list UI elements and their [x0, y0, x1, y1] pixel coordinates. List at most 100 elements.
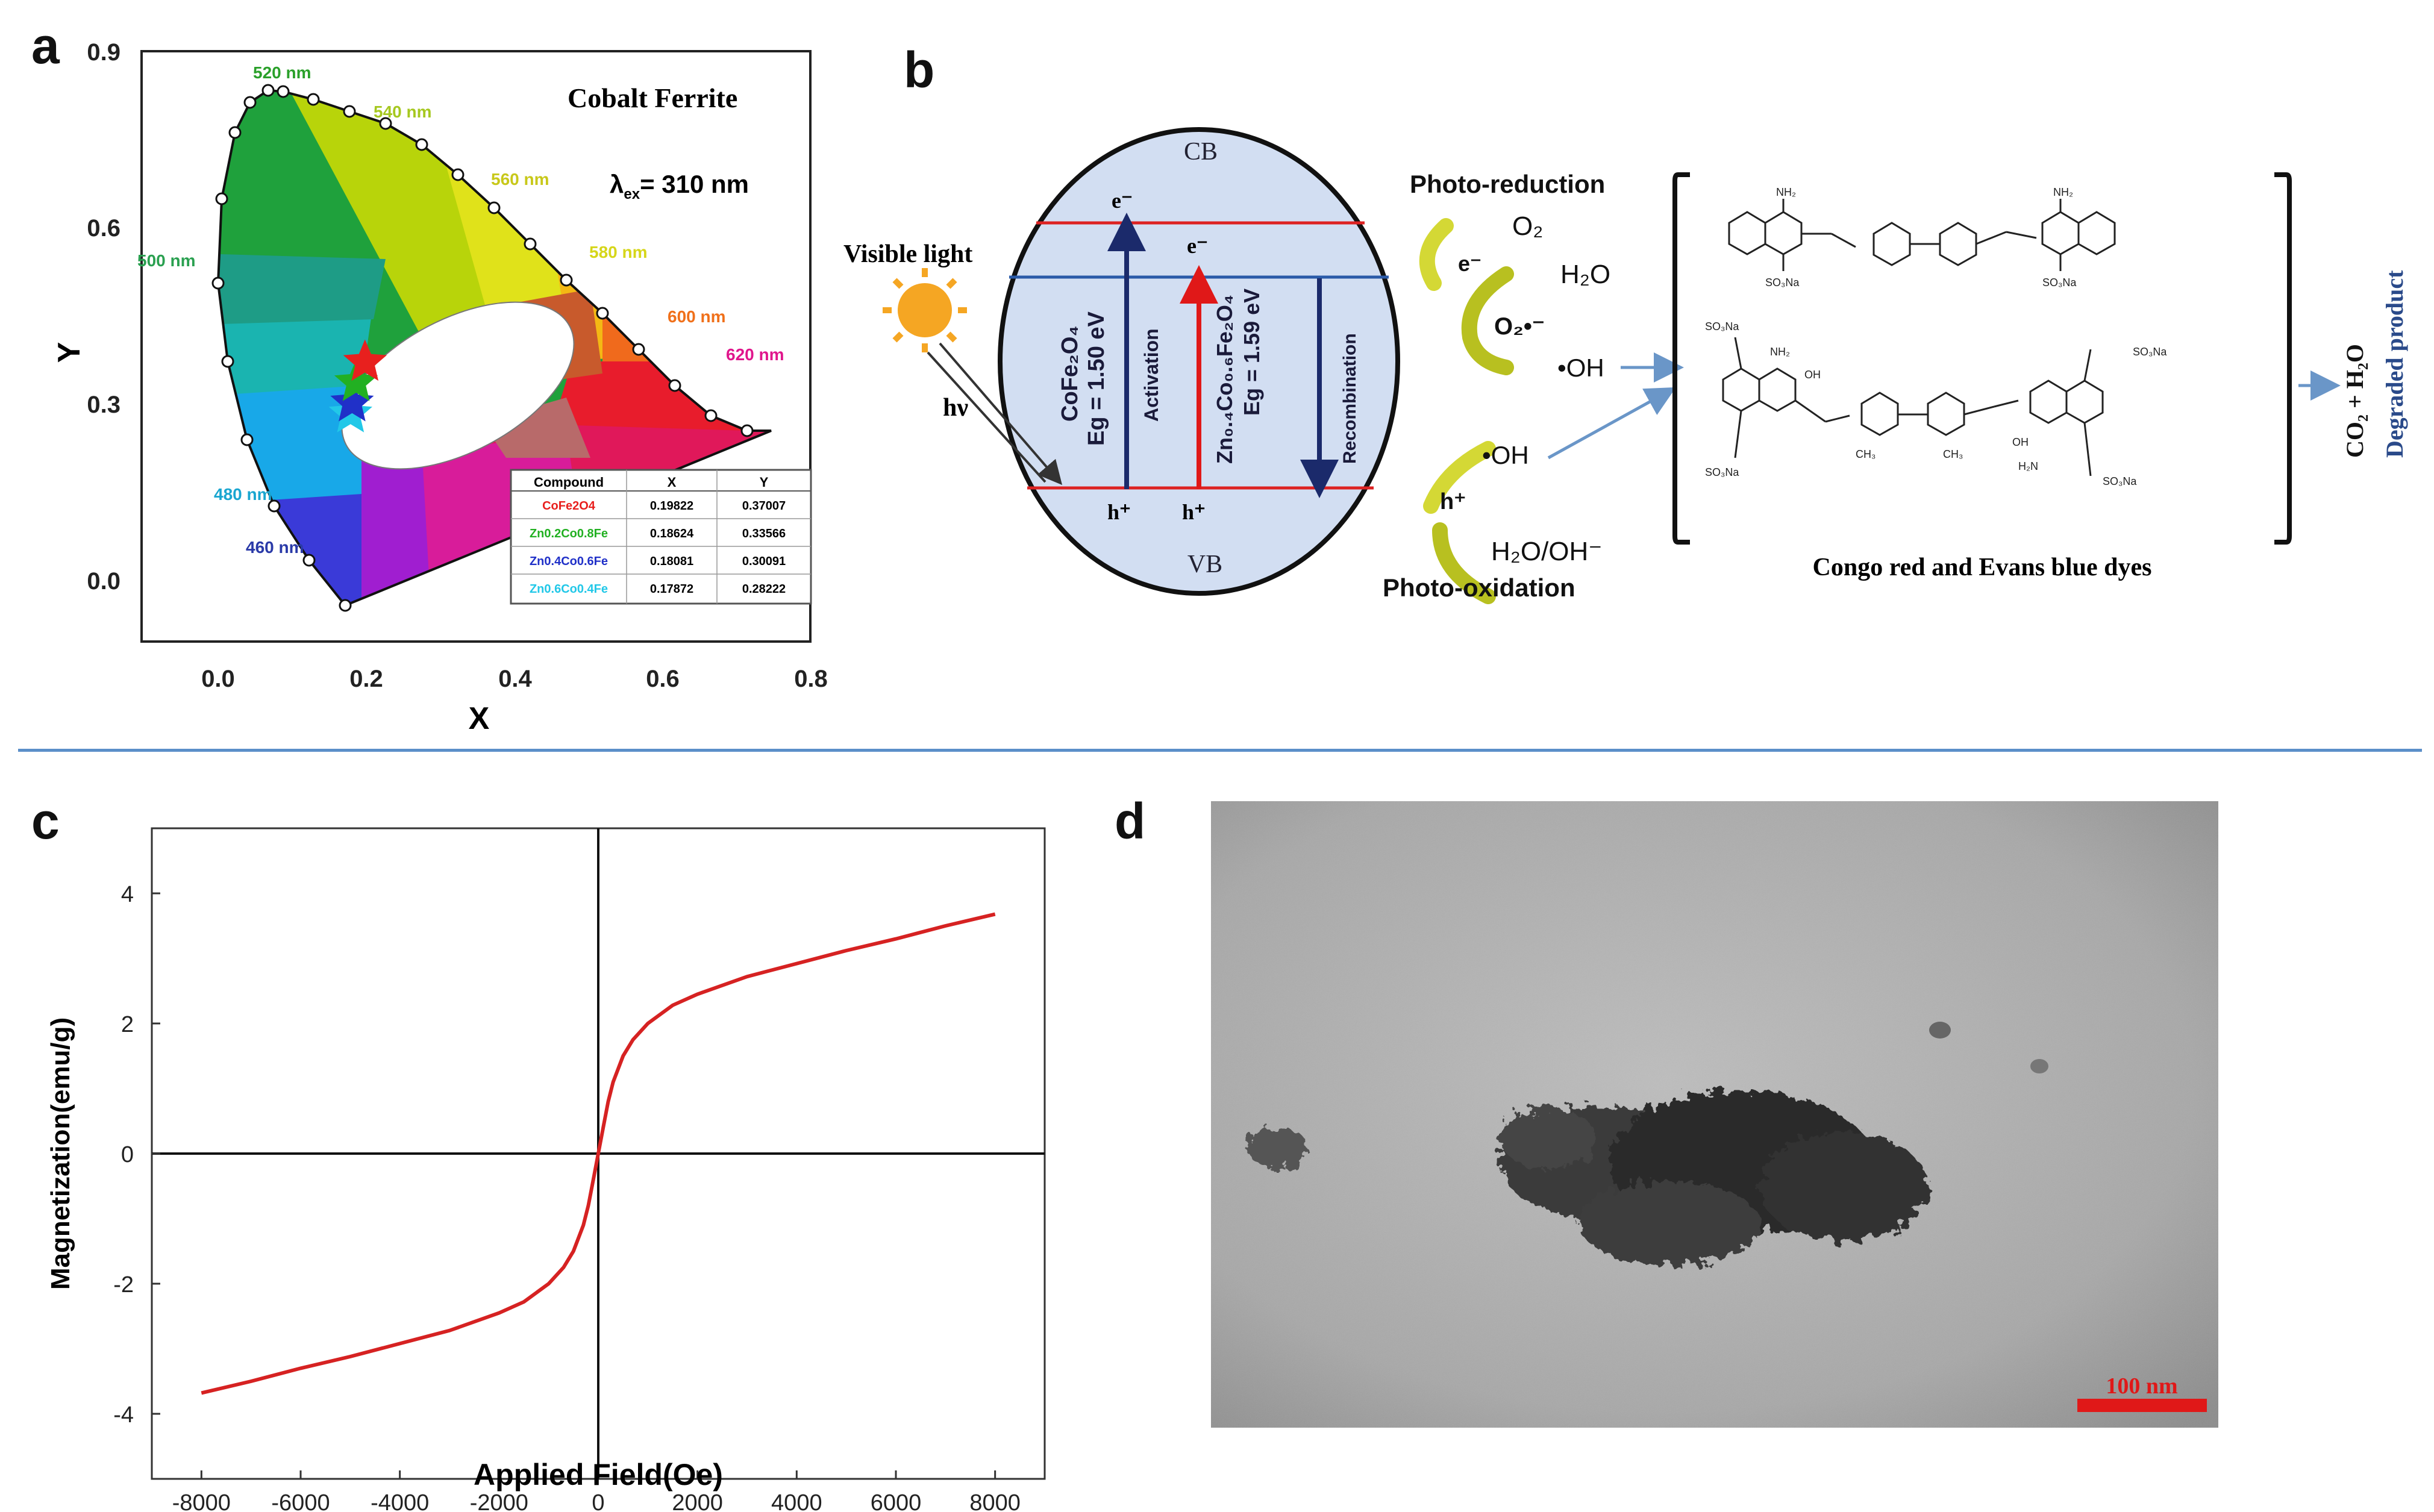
so3na-label: SO₃Na [1705, 466, 1739, 478]
panel-b-letter: b [904, 42, 935, 98]
so3na-label: SO₃Na [1765, 276, 1800, 289]
panel-a-letter: a [31, 17, 60, 74]
scale-bar [2077, 1399, 2207, 1412]
oh-to-dye-arrow-2 [1547, 387, 1676, 460]
table-row-y: 0.28222 [742, 583, 786, 596]
wl-580: 580 nm [589, 243, 648, 261]
small-particle [2030, 1059, 2048, 1073]
wl-520: 520 nm [253, 63, 311, 82]
magnetization-chart: -8000 -6000 -4000 -2000 0 2000 4000 6000 8000 -4 -… [46, 827, 1046, 1512]
cie-star-markers [328, 339, 387, 433]
oxidation-curved-arrows [1423, 441, 1496, 604]
locus-dot [221, 355, 234, 368]
locus-dot [302, 554, 316, 567]
table-row-x: 0.18081 [650, 555, 693, 568]
table-row-x: 0.18624 [650, 527, 694, 540]
locus-dot [451, 168, 465, 181]
mh-x-tick-label: -6000 [271, 1490, 330, 1512]
mh-x-tick-label: 2000 [672, 1490, 723, 1512]
light-ray-2 [927, 351, 1046, 483]
evans-blue-structure [1722, 337, 2104, 476]
mh-x-label: Applied Field(Oe) [474, 1458, 723, 1492]
cie-point-star [334, 359, 378, 401]
wavelength-labels: 520 nm 540 nm 560 nm 580 nm 500 nm 600 n… [137, 63, 784, 557]
dye-bracket [1672, 172, 2292, 545]
cie-point-star [343, 339, 387, 381]
cie-x-tick: 0.8 [794, 666, 828, 692]
h2o-label: H₂O [1560, 260, 1610, 289]
ch3-label: CH₃ [1943, 448, 1963, 460]
h2n-label: H₂N [2018, 460, 2038, 472]
table-header-compound: Compound [534, 475, 604, 490]
mh-y-label: Magnetization(emu/g) [46, 1017, 75, 1290]
mh-y-tick-label: -4 [113, 1402, 134, 1428]
co2-h2o-label: CO₂ + H₂O [2341, 344, 2368, 458]
locus-dots [211, 84, 754, 612]
photo-reduction-label: Photo-reduction [1410, 170, 1605, 198]
locus-dot [339, 599, 352, 612]
h2o-oh-label: H₂O/OH⁻ [1491, 537, 1603, 566]
h-label-1: h⁺ [1107, 500, 1131, 524]
mh-x-tick-label: -2000 [470, 1490, 528, 1512]
mh-x-tick-label: -8000 [172, 1490, 231, 1512]
cie-y-tick: 0.6 [87, 215, 120, 242]
locus-dot [632, 343, 645, 356]
so3na-label: SO₃Na [2103, 475, 2137, 487]
table-row-y: 0.33566 [742, 527, 786, 540]
h-label-2: h⁺ [1182, 500, 1206, 524]
locus-dot [228, 126, 242, 139]
mh-x-tick-label: 8000 [969, 1490, 1021, 1512]
table-header-x: X [668, 475, 677, 490]
table-row-name: Zn0.6Co0.4Fe [530, 583, 608, 596]
nanoparticle-cluster [1500, 1090, 1928, 1265]
sun-icon [883, 268, 967, 352]
locus-dot [307, 93, 320, 106]
locus-dot [379, 117, 392, 130]
locus-dot [704, 409, 718, 422]
congo-red-labels: NH₂ SO₃Na NH₂ SO₃Na [1765, 186, 2077, 289]
degraded-product-label: Degraded product [2381, 270, 2408, 458]
mechanism-diagram: CB VB e⁻ e⁻ h⁺ h⁺ CoFe₂O₄ Eg = 1.50 eV A… [843, 127, 2408, 604]
e-label-2: e⁻ [1187, 234, 1208, 258]
compound-table: Compound X Y CoFe2O4 0.19822 0.37007 Zn0… [510, 469, 812, 605]
small-particle [1247, 1126, 1307, 1169]
locus-dot [524, 237, 537, 251]
znco-label: Zn₀.₄Co₀.₆Fe₂O₄ [1212, 295, 1237, 464]
so3na-label: SO₃Na [2133, 346, 2167, 358]
cie-y-label: Y [52, 342, 87, 363]
locus-dot [487, 201, 501, 214]
locus-dot [240, 433, 254, 446]
cie-y-ticks: 0.0 0.3 0.6 0.9 [87, 39, 120, 595]
mh-curve [201, 912, 996, 1395]
cofe-label: CoFe₂O₄ [1057, 325, 1083, 422]
mh-x-tick-label: 6000 [871, 1490, 922, 1512]
locus-dot [211, 276, 225, 290]
vb-label: VB [1187, 551, 1222, 578]
nh2-label: NH₂ [1770, 346, 1790, 358]
wl-460: 460 nm [246, 538, 304, 557]
locus-dot [267, 499, 281, 513]
cb-label: CB [1184, 138, 1218, 166]
mh-x-tick-label: 4000 [771, 1490, 822, 1512]
wl-560: 560 nm [491, 170, 549, 189]
scale-bar-label: 100 nm [2106, 1373, 2177, 1399]
eg1-label: Eg = 1.50 eV [1084, 311, 1109, 446]
reduction-curved-arrows [1419, 218, 1514, 375]
oh-label: OH [1804, 369, 1821, 381]
panel-divider [18, 749, 2422, 752]
cie-chart: 0.0 0.2 0.4 0.6 0.8 0.0 0.3 0.6 0.9 X Y … [52, 39, 828, 736]
locus-dot [243, 96, 257, 109]
cie-x-tick: 0.2 [349, 666, 383, 692]
mh-ticks: -8000 -6000 -4000 -2000 0 2000 4000 6000 8000 -4 -… [113, 882, 1021, 1512]
mh-y-tick-label: 0 [121, 1142, 134, 1167]
visible-light-label: Visible light [843, 240, 972, 268]
mh-y-tick-label: 2 [121, 1012, 134, 1037]
wl-600: 600 nm [668, 307, 726, 326]
locus-dot [596, 307, 609, 320]
oh-radical-2: •OH [1482, 441, 1529, 469]
mh-x-tick-label: -4000 [371, 1490, 429, 1512]
table-row-name: Zn0.4Co0.6Fe [530, 555, 608, 568]
ch3-label: CH₃ [1856, 448, 1876, 460]
photo-oxidation-label: Photo-oxidation [1383, 573, 1575, 602]
table-header-y: Y [760, 475, 769, 490]
